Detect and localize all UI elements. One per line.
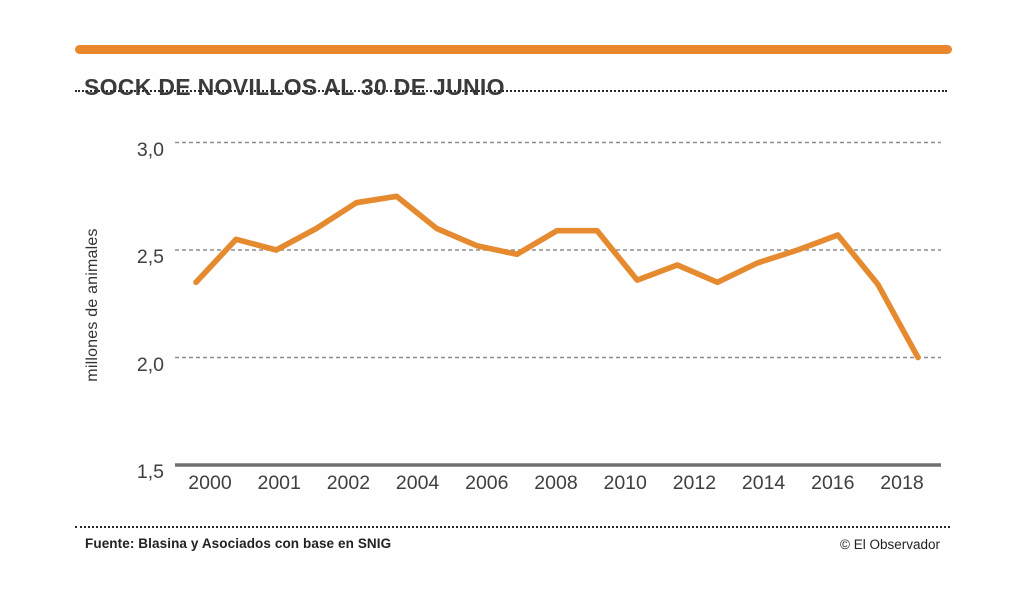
x-tick-label: 2002 (326, 472, 371, 494)
x-tick-label: 2010 (603, 472, 647, 494)
data-line (193, 193, 921, 361)
title-separator (75, 90, 947, 92)
x-tick-label: 2018 (880, 472, 924, 494)
x-tick-label: 2004 (395, 472, 440, 494)
y-axis-label: millones de animales (84, 228, 101, 382)
y-tick-label: 1,5 (136, 461, 164, 483)
x-tick-label: 2006 (465, 472, 509, 494)
source-text: Fuente: Blasina y Asociados con base en … (85, 536, 392, 551)
footer-separator (75, 526, 950, 528)
x-tick-label: 2001 (257, 472, 301, 494)
x-tick-label: 2016 (811, 472, 855, 494)
chart-title: SOCK DE NOVILLOS AL 30 DE JUNIO (84, 74, 505, 101)
x-tick-label: 2000 (188, 472, 232, 494)
accent-bar (75, 45, 952, 54)
y-tick-label: 2,5 (136, 246, 164, 268)
y-tick-label: 3,0 (136, 138, 164, 161)
x-tick-label: 2008 (534, 472, 578, 494)
credit-text: © El Observador (840, 537, 940, 552)
y-tick-label: 2,0 (136, 353, 164, 376)
x-tick-label: 2014 (741, 472, 786, 494)
x-tick-label: 2012 (672, 472, 717, 494)
